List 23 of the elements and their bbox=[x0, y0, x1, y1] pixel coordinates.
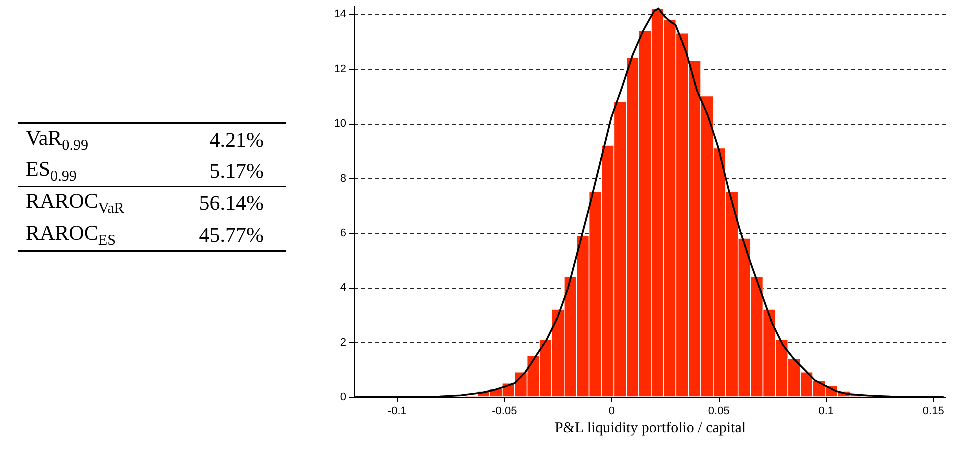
text: 5.17% bbox=[208, 158, 265, 186]
y-tick-label: 0 bbox=[340, 392, 346, 404]
y-tick-label: 6 bbox=[340, 227, 346, 240]
y-tick-label: 10 bbox=[334, 118, 346, 130]
text: RAROC$_{VaR}$ bbox=[18, 186, 165, 219]
y-tick-label: 8 bbox=[340, 172, 346, 185]
text: VaR$_{0.99}$ bbox=[25, 125, 90, 156]
text: 45.77% bbox=[198, 222, 265, 249]
x-tick-label: -0.1 bbox=[388, 406, 407, 418]
x-axis-title: P&L liquidity portfolio / capital bbox=[554, 420, 746, 436]
y-tick-label: 2 bbox=[340, 336, 346, 349]
x-tick-label: 0.05 bbox=[708, 406, 730, 418]
text: 4.21% bbox=[208, 127, 265, 154]
text: RAROC$_{ES}$ bbox=[25, 220, 117, 250]
x-tick-label: 0 bbox=[608, 406, 615, 418]
y-tick-label: 14 bbox=[334, 8, 346, 21]
x-tick-label: 0.15 bbox=[922, 406, 944, 418]
y-tick-label: 12 bbox=[334, 63, 346, 76]
text: ES$_{0.99}$ bbox=[25, 156, 78, 187]
x-tick-label: -0.05 bbox=[492, 406, 518, 418]
x-tick-label: 0.1 bbox=[818, 406, 834, 418]
text: 56.14% bbox=[164, 186, 286, 219]
y-tick-label: 4 bbox=[340, 282, 346, 294]
